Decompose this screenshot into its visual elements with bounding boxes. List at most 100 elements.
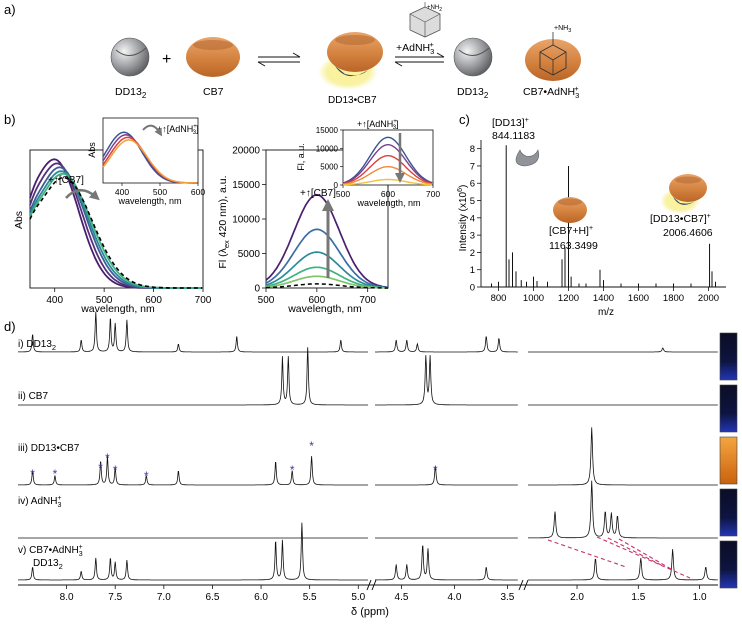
ms-ytick-label: 7 — [470, 161, 475, 172]
nmr-tick-label: 8.0 — [60, 592, 74, 603]
nmr-star-7: * — [309, 439, 314, 453]
vials — [719, 332, 738, 589]
vial-4 — [719, 540, 738, 589]
fl-inset-series-3 — [342, 166, 433, 185]
abs-inset: 400 500 600 wavelength, nm Abs +↑[AdNH+ 3] — [87, 117, 205, 206]
abs-inset-ylabel: Abs — [87, 142, 97, 158]
fl-inset-ytick-label: 5000 — [320, 163, 338, 172]
ms-xlabel: m/z — [598, 307, 614, 318]
cb7-cup-1 — [186, 37, 240, 77]
nmr-row-label-4: iv) AdNH3+ — [18, 495, 61, 509]
panel-label-a: a) — [4, 2, 16, 17]
abs-arrow — [65, 189, 100, 201]
ms-xtick-label: 1200 — [558, 293, 579, 304]
abs-xtick-label: 400 — [46, 295, 63, 306]
ms-ytick-label: 4 — [470, 213, 475, 224]
nh3-label-top: +NH2 — [427, 5, 442, 13]
nh3-label-complex: +NH3 — [554, 25, 571, 34]
ms-plot: 800 1000 1200 1400 1600 1800 2000 0 1 2 3 4 5 6 7 8 m/z… — [457, 117, 726, 318]
ms-ytick-label: 0 — [470, 283, 475, 294]
nmr-panel: 8.0 7.5 7.0 6.5 6.0 5.5 5.0 4.5 4.0 3.5 2.0 1.5 1.0 … — [18, 311, 738, 618]
dd13-cb7-complex — [318, 32, 383, 90]
fl-inset-ticks: 500 600 700 0 5000 10000 15000 — [316, 126, 441, 199]
fl-ytick-label: 20000 — [232, 146, 260, 157]
ms-ylabel: Intensity (x106) — [457, 185, 469, 252]
abs-series-5 — [29, 176, 202, 289]
nmr-spectrum-0-seg-0 — [18, 311, 368, 353]
nmr-tick-label: 1.5 — [631, 592, 645, 603]
nmr-star-3: * — [105, 451, 110, 465]
abs-ylabel: Abs — [13, 211, 25, 229]
nmr-tick-label: 7.0 — [157, 592, 171, 603]
ms-icon-dd13 — [515, 149, 539, 167]
nmr-spectrum-1-seg-1 — [375, 355, 518, 406]
equilibrium-arrows-2 — [394, 52, 445, 67]
dd13-ball-1 — [110, 37, 150, 77]
nmr-stars: * * *** * *** — [30, 439, 438, 483]
species-label-dd13: DD132 — [115, 86, 147, 100]
abs-xtick-label: 600 — [145, 295, 162, 306]
abs-inset-xtick-label: 500 — [153, 187, 167, 197]
fl-inset-xlabel: wavelength, nm — [356, 198, 420, 208]
nmr-row-label-1: i) DD132 — [18, 339, 56, 352]
abs-inset-series-3 — [102, 139, 198, 184]
fl-inset-curves — [342, 136, 433, 186]
nmr-tick-label: 6.0 — [254, 592, 268, 603]
nmr-tick-label: 4.0 — [447, 592, 461, 603]
panel-label-d: d) — [4, 319, 16, 334]
nmr-tick-label: 5.0 — [351, 592, 365, 603]
vial-1 — [719, 384, 738, 433]
fl-inset-ytick-label: 15000 — [316, 126, 339, 135]
plus-sign: + — [162, 51, 171, 68]
nmr-star-2: * — [98, 461, 103, 475]
ms-xtick-label: 1000 — [523, 293, 544, 304]
abs-inset-frame — [102, 117, 199, 184]
fl-inset-series-4 — [342, 178, 433, 186]
nmr-tick-label: 1.0 — [693, 592, 707, 603]
species-label-cb7-adnh3: CB7•AdNH3+ — [523, 84, 579, 100]
nmr-axis-breaks — [366, 579, 529, 591]
ms-xtick-label: 2000 — [698, 293, 719, 304]
vial-2 — [719, 436, 738, 485]
ms-peak-label-cb7h: [CB7+H]+ — [549, 225, 593, 237]
fl-inset-ytick-label: 10000 — [316, 144, 339, 153]
ms-ytick-label: 5 — [470, 196, 475, 207]
nmr-spectrum-0-seg-1 — [375, 336, 518, 353]
ms-ticks: 800 1000 1200 1400 1600 1800 2000 0 1 2 3 4 5 6 7 8 — [470, 144, 719, 304]
abs-xlabel: wavelength, nm — [80, 303, 155, 315]
nmr-tick-label: 7.5 — [108, 592, 122, 603]
abs-inset-xticks: 400 500 600 — [115, 183, 205, 197]
fl-inset-xtick-label: 700 — [426, 189, 440, 199]
fl-xtick-label: 500 — [258, 295, 275, 306]
ms-peak-label-complex: [DD13•CB7]+ — [650, 213, 711, 225]
fl-ytick-label: 10000 — [232, 215, 260, 226]
abs-curves — [29, 158, 202, 289]
fl-inset-series-0 — [342, 136, 433, 184]
ms-xtick-label: 1800 — [663, 293, 684, 304]
fl-inset-xtick-label: 600 — [381, 189, 395, 199]
nmr-row-label-5: v) CB7•AdNH3+ — [18, 544, 83, 558]
nmr-star-8: * — [433, 463, 438, 477]
dd13-ball-2 — [453, 37, 493, 77]
nmr-star-1: * — [53, 467, 58, 481]
ms-ytick-label: 8 — [470, 144, 475, 155]
fl-ytick-label: 5000 — [238, 249, 261, 260]
ms-icon-complex — [660, 174, 707, 214]
ms-xtick-label: 1600 — [628, 293, 649, 304]
fl-ylabel: Fl (λex 420 nm), a.u. — [217, 175, 231, 268]
abs-inset-xlabel: wavelength, nm — [117, 196, 181, 206]
ms-icon-cb7 — [553, 197, 587, 223]
ms-ytick-label: 1 — [470, 265, 475, 276]
fl-inset-ytick-label: 0 — [334, 181, 339, 190]
nmr-row-label-2: ii) CB7 — [18, 391, 48, 402]
nmr-spectrum-2-seg-1 — [375, 466, 518, 486]
ms-peak-mz-dd13: 844.1183 — [492, 130, 535, 142]
ms-peak-mz-complex: 2006.4606 — [663, 227, 713, 239]
ms-peaks — [491, 145, 716, 287]
abs-inset-arrow — [142, 124, 163, 137]
fl-xtick-label: 600 — [308, 295, 325, 306]
